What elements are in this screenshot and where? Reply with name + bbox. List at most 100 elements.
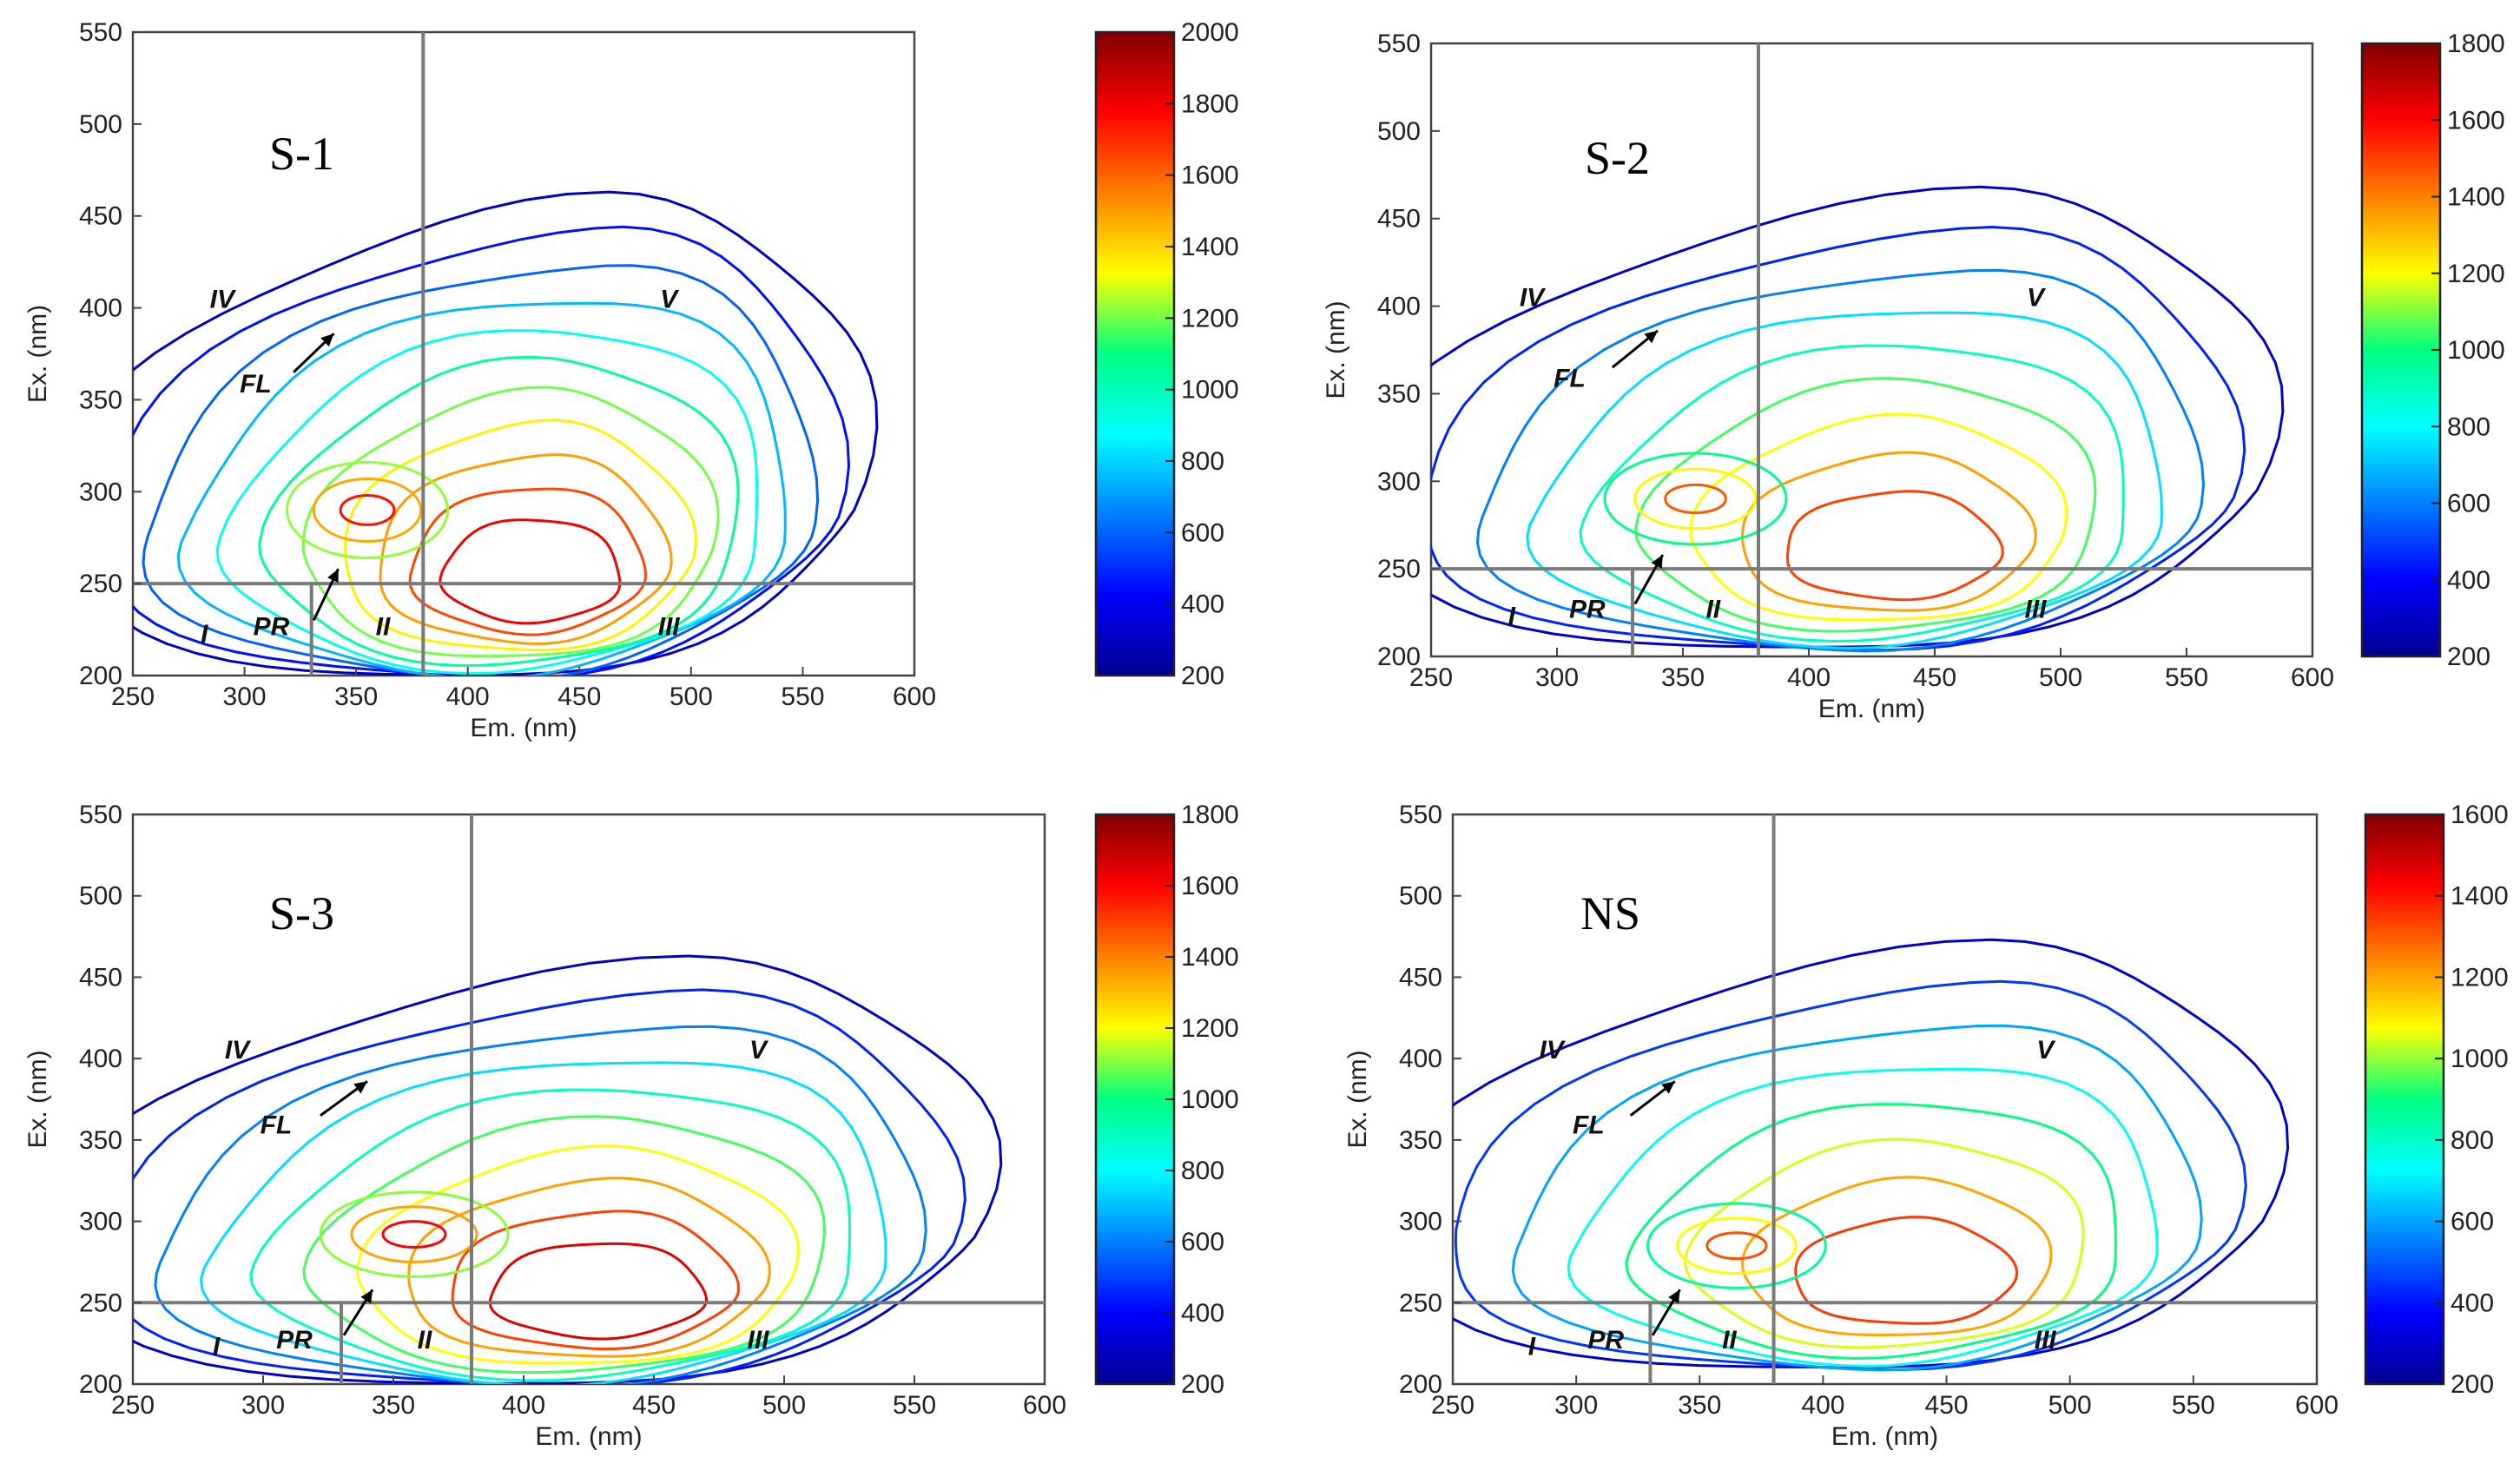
x-tick-label: 250 <box>111 682 155 711</box>
contour-level-1200 <box>301 386 720 658</box>
contour-group <box>1453 938 2290 1372</box>
x-tick-label: 600 <box>2295 1391 2339 1420</box>
x-tick-label: 250 <box>1431 1391 1474 1420</box>
panel-title: S-1 <box>269 128 334 180</box>
x-tick-label: 600 <box>1023 1391 1066 1420</box>
colorbar-tick-label: 1200 <box>1181 304 1239 333</box>
colorbar-tick-label: 1800 <box>2447 30 2505 58</box>
contour-level-1050 <box>302 1115 826 1375</box>
x-tick-label: 450 <box>1913 663 1956 692</box>
colorbar-tick-label: 1400 <box>1181 943 1239 972</box>
region-label-v: V <box>660 286 680 314</box>
x-tick-label: 400 <box>1801 1391 1844 1420</box>
x-tick-label: 350 <box>372 1391 415 1420</box>
contour-level-1350 <box>407 1177 771 1358</box>
fl-arrow-icon <box>1629 1080 1676 1117</box>
contour-level-450 <box>133 225 850 676</box>
region-label-i: I <box>1508 603 1516 631</box>
y-tick-label: 550 <box>79 18 122 47</box>
fl-arrow-icon <box>320 1080 368 1117</box>
region-label-fl: FL <box>240 370 272 399</box>
x-axis-label: Em. (nm) <box>535 1422 642 1451</box>
y-axis-label: Ex. (nm) <box>23 1050 52 1148</box>
y-tick-label: 350 <box>1399 1126 1442 1155</box>
y-tick-label: 350 <box>1377 379 1421 408</box>
x-tick-label: 250 <box>111 1391 155 1420</box>
y-axis-label: Ex. (nm) <box>1343 1050 1372 1148</box>
colorbar-tick-label: 400 <box>2447 566 2490 595</box>
contour-level-1200 <box>356 1144 800 1365</box>
colorbar-tick-label: 800 <box>1181 1157 1224 1185</box>
panel-title: NS <box>1580 887 1640 939</box>
contour-level-750 <box>1567 1067 2159 1368</box>
y-tick-label: 250 <box>79 1289 122 1317</box>
pr-arrow-icon <box>1633 554 1665 605</box>
region-label-pr: PR <box>1587 1326 1624 1355</box>
contour-level-1650 <box>408 487 648 636</box>
secondary-peak-contour-3 <box>319 1190 510 1278</box>
region-label-i: I <box>1528 1332 1536 1361</box>
y-tick-label: 450 <box>1377 205 1421 234</box>
y-tick-label: 400 <box>79 294 122 323</box>
colorbar-tick-label: 1200 <box>2447 260 2505 288</box>
panel-1: 250 300 350 400 450 500 550 6002002503003504004… <box>23 18 1239 742</box>
panel-2: 250 300 350 400 450 500 550 6002002503003504004… <box>1322 30 2505 723</box>
region-label-iv: IV <box>225 1036 252 1065</box>
colorbar <box>2362 43 2440 656</box>
contour-level-300 <box>1453 938 2290 1369</box>
region-label-ii: II <box>376 612 391 641</box>
x-tick-label: 400 <box>502 1391 545 1420</box>
panel-4: 250 300 350 400 450 500 550 6002002503003504004… <box>1343 801 2509 1451</box>
x-tick-label: 450 <box>632 1391 676 1420</box>
y-axis-label: Ex. (nm) <box>23 305 52 403</box>
y-tick-label: 300 <box>1377 467 1421 496</box>
region-label-iii: III <box>658 612 681 641</box>
contour-level-1500 <box>379 453 673 645</box>
contour-level-750 <box>200 1061 887 1384</box>
y-tick-label: 400 <box>1377 293 1421 321</box>
contour-level-900 <box>215 329 759 676</box>
colorbar-tick-label: 1800 <box>1181 89 1239 118</box>
contour-level-600 <box>1476 268 2205 653</box>
secondary-peak-contour-1 <box>381 1220 447 1249</box>
region-label-iv: IV <box>1520 284 1547 313</box>
y-tick-label: 300 <box>79 478 122 506</box>
panel-title: S-3 <box>269 887 334 939</box>
colorbar-tick-label: 1800 <box>1181 801 1239 829</box>
colorbar-tick-label: 1400 <box>2451 882 2509 911</box>
fl-arrow-icon <box>293 333 335 373</box>
x-tick-label: 400 <box>1787 663 1831 692</box>
y-tick-label: 350 <box>79 386 122 414</box>
region-label-iii: III <box>2024 596 2047 624</box>
x-tick-label: 300 <box>1535 663 1579 692</box>
secondary-peak-contour-1 <box>1664 483 1727 515</box>
contour-level-900 <box>1625 1103 2117 1360</box>
secondary-peak-contour-3 <box>1603 452 1788 546</box>
colorbar-tick-label: 1600 <box>1181 162 1239 190</box>
x-axis-label: Em. (nm) <box>1818 695 1925 723</box>
x-tick-label: 300 <box>1554 1391 1598 1420</box>
colorbar-tick-label: 200 <box>2447 643 2490 671</box>
y-tick-label: 550 <box>1377 30 1421 58</box>
region-label-pr: PR <box>276 1326 313 1355</box>
y-tick-label: 550 <box>1399 801 1442 829</box>
pr-arrow-icon <box>1651 1289 1681 1336</box>
x-tick-label: 550 <box>893 1391 936 1420</box>
x-tick-label: 600 <box>893 682 936 711</box>
contour-level-900 <box>249 1088 851 1382</box>
y-tick-label: 250 <box>1399 1289 1442 1317</box>
contour-level-450 <box>1431 226 2246 652</box>
y-tick-label: 250 <box>1377 555 1421 583</box>
contour-level-600 <box>154 1025 927 1384</box>
contour-group <box>1431 185 2285 653</box>
fl-arrow-icon <box>1611 329 1659 369</box>
region-label-ii: II <box>1722 1326 1737 1355</box>
colorbar-tick-label: 1200 <box>2451 963 2509 992</box>
y-tick-label: 200 <box>1377 643 1421 671</box>
contour-level-750 <box>1526 311 2163 649</box>
y-tick-label: 450 <box>79 963 122 992</box>
x-tick-label: 450 <box>557 682 601 711</box>
x-tick-label: 300 <box>223 682 267 711</box>
region-label-ii: II <box>418 1326 432 1355</box>
